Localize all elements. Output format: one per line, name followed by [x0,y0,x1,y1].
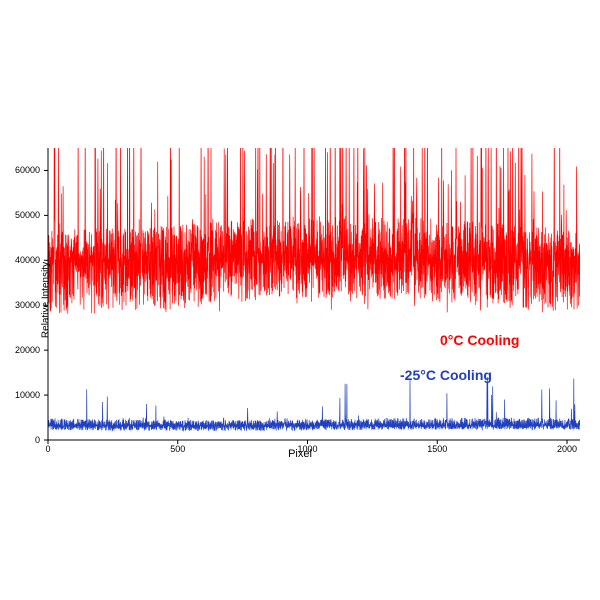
y-tick-label: 20000 [0,345,40,355]
y-tick-label: 60000 [0,165,40,175]
x-tick-label: 2000 [557,444,577,454]
series-label-0c: 0°C Cooling [440,332,519,348]
plot-svg [0,0,600,600]
noise-spectrum-chart: Relative Intensity Pixel 0°C Cooling -25… [0,0,600,600]
y-tick-label: 0 [0,435,40,445]
series-label-minus25c: -25°C Cooling [400,367,492,383]
y-tick-label: 40000 [0,255,40,265]
y-tick-label: 30000 [0,300,40,310]
y-axis-label: Relative Intensity [41,262,52,338]
x-tick-label: 1000 [297,444,317,454]
x-tick-label: 500 [170,444,185,454]
x-tick-label: 0 [45,444,50,454]
y-tick-label: 50000 [0,210,40,220]
y-tick-label: 10000 [0,390,40,400]
x-tick-label: 1500 [427,444,447,454]
